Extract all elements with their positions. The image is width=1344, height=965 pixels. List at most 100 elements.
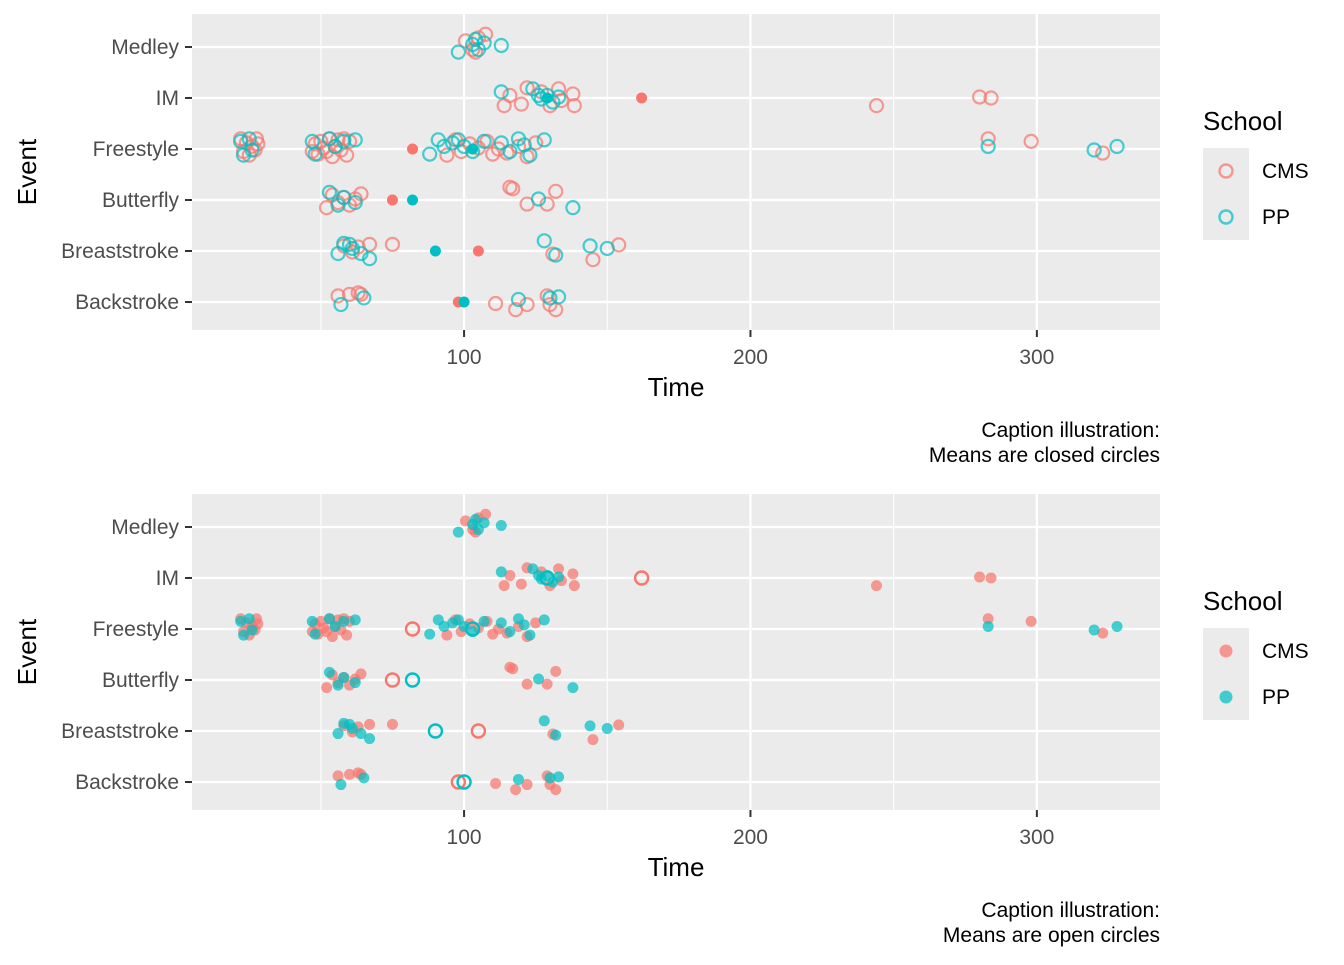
point-cms-freestyle [439,147,455,163]
point-pp-breaststroke [538,715,550,727]
mean-cms-backstroke [450,774,467,790]
point-pp-freestyle [307,146,323,162]
mean-pp-backstroke [458,296,470,308]
point-pp-backstroke [550,289,567,305]
point-cms-butterfly [507,663,519,675]
point-pp-freestyle [1088,624,1100,636]
point-pp-butterfly [565,200,581,216]
point-cms-im [870,580,882,592]
point-pp-medley [476,35,492,51]
point-pp-im [553,571,565,583]
point-pp-breaststroke [550,729,562,741]
point-pp-freestyle [502,143,518,160]
mean-cms-butterfly [384,672,401,688]
point-cms-freestyle [980,131,996,147]
point-cms-butterfly [550,665,562,677]
legend-label-cms: CMS [1262,640,1309,663]
point-pp-freestyle [329,620,341,632]
point-cms-im [567,568,579,580]
legend-key-pp [1219,690,1233,704]
point-cms-butterfly [541,678,553,690]
point-cms-freestyle [982,613,994,625]
point-cms-backstroke [490,778,502,790]
point-cms-im [519,80,535,96]
legend-key-background [1203,148,1249,194]
point-cms-im [553,92,570,109]
point-cms-im [985,572,997,584]
point-pp-butterfly [533,673,545,685]
legend-title: School [1203,106,1283,136]
point-cms-medley [465,41,481,58]
point-pp-butterfly [332,679,344,691]
point-pp-backstroke [358,772,370,784]
y-tick-label: IM [156,87,179,110]
mean-pp-breaststroke [427,723,444,739]
point-pp-breaststroke [599,240,615,257]
y-tick-label: Freestyle [93,138,179,161]
point-pp-freestyle [338,615,350,627]
legend-label-cms: CMS [1262,160,1309,183]
point-cms-freestyle [326,631,338,643]
mean-pp-im [541,92,553,104]
point-cms-im [971,89,988,105]
point-cms-breaststroke [587,734,599,746]
point-pp-medley [450,44,466,60]
chart-panel-2: Medley IM Freestyle Butterfly Breaststroke Ba… [12,494,1309,947]
point-pp-breaststroke [536,233,552,249]
point-cms-freestyle [441,629,453,641]
point-cms-backstroke [330,288,346,304]
mean-cms-freestyle [404,621,421,637]
point-pp-freestyle [476,133,492,149]
point-cms-im [974,571,986,583]
mean-cms-im [636,92,648,104]
point-cms-medley [480,508,492,520]
point-pp-backstroke [335,779,347,791]
legend: School CMS PP [1203,106,1309,240]
point-pp-breaststroke [355,728,367,740]
x-tick-label: 200 [733,346,768,369]
point-cms-freestyle [528,135,544,151]
point-cms-freestyle [341,629,353,641]
caption-line: Caption illustration: [981,419,1160,442]
point-cms-im [983,90,999,106]
point-pp-butterfly [349,677,361,689]
point-pp-breaststroke [364,733,376,745]
point-cms-backstroke [550,784,562,796]
point-pp-freestyle [235,615,247,627]
x-axis-title: Time [648,372,705,402]
point-cms-freestyle [339,147,355,163]
point-pp-butterfly [321,184,338,200]
mean-pp-freestyle [467,143,479,155]
point-pp-breaststroke [548,247,564,263]
point-cms-butterfly [521,678,533,690]
point-pp-medley [478,517,490,529]
point-cms-freestyle [1025,615,1037,627]
point-cms-butterfly [321,682,333,694]
point-pp-freestyle [1086,142,1102,158]
point-cms-backstroke [341,286,358,302]
y-tick-label: Medley [111,36,179,59]
point-pp-butterfly [530,191,547,207]
point-cms-breaststroke [361,236,378,252]
point-pp-backstroke [542,290,558,306]
point-pp-freestyle [980,138,996,155]
point-pp-medley [470,513,482,525]
legend-title: School [1203,586,1283,616]
point-cms-im [568,580,580,592]
point-pp-freestyle [536,132,552,148]
caption-line: Caption illustration: [981,899,1160,922]
point-cms-backstroke [510,784,522,796]
mean-pp-freestyle [464,621,481,637]
point-cms-breaststroke [613,719,625,731]
y-tick-label: Medley [111,516,179,539]
point-cms-im [504,569,516,581]
point-pp-breaststroke [584,720,596,732]
legend-key-pp [1218,209,1234,225]
y-tick-label: Freestyle [93,618,179,641]
x-tick-label: 100 [447,826,482,849]
point-pp-freestyle [436,138,452,155]
point-cms-im [868,98,885,114]
caption-line: Means are open circles [943,924,1160,947]
